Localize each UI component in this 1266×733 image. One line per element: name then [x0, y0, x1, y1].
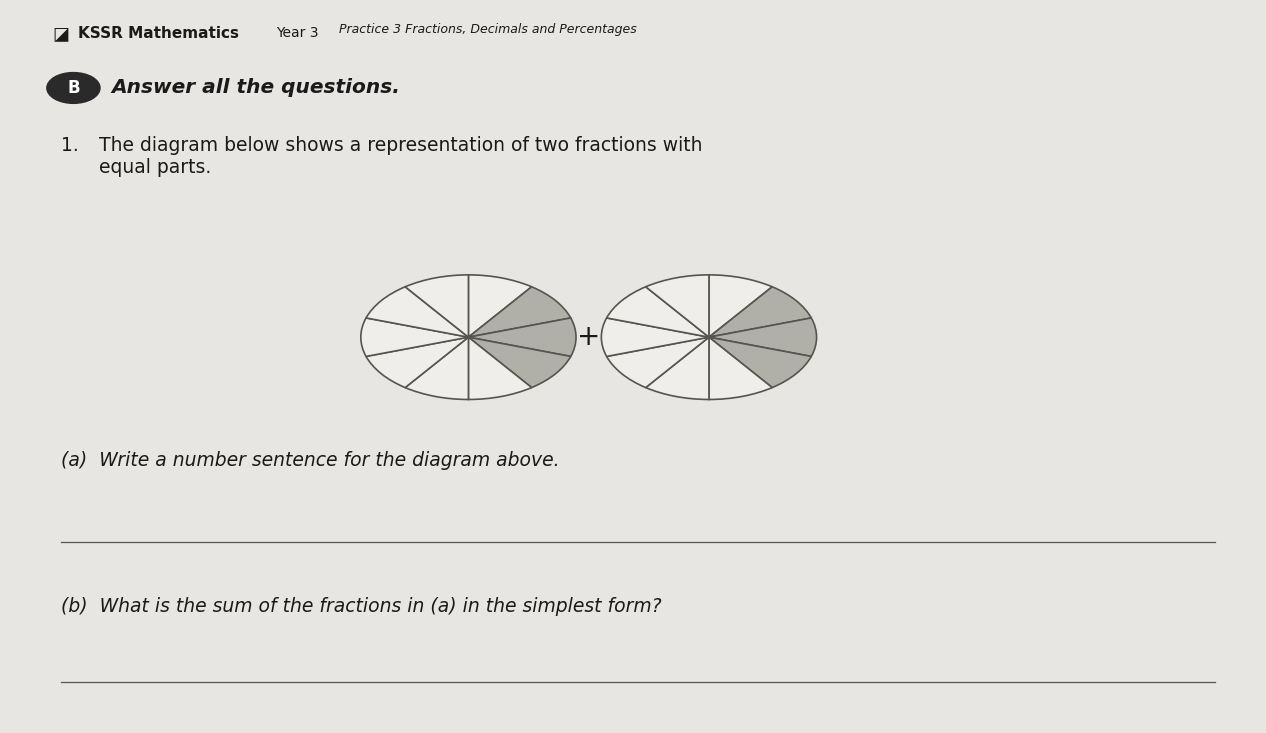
Wedge shape — [468, 287, 571, 337]
Circle shape — [47, 73, 100, 103]
Wedge shape — [709, 275, 772, 337]
Wedge shape — [468, 318, 576, 356]
Wedge shape — [468, 275, 532, 337]
Wedge shape — [709, 337, 812, 388]
Text: +: + — [577, 323, 600, 351]
Text: 1.: 1. — [61, 136, 78, 155]
Wedge shape — [601, 318, 709, 356]
Wedge shape — [361, 318, 468, 356]
Wedge shape — [468, 337, 571, 388]
Wedge shape — [405, 275, 468, 337]
Wedge shape — [646, 275, 709, 337]
Wedge shape — [366, 337, 468, 388]
Text: ◪: ◪ — [52, 26, 70, 44]
Text: B: B — [67, 79, 80, 97]
Text: Answer all the questions.: Answer all the questions. — [111, 78, 400, 97]
Wedge shape — [468, 337, 532, 399]
Text: (a)  Write a number sentence for the diagram above.: (a) Write a number sentence for the diag… — [61, 451, 560, 470]
Wedge shape — [709, 287, 812, 337]
Wedge shape — [646, 337, 709, 399]
Wedge shape — [709, 318, 817, 356]
Wedge shape — [709, 337, 772, 399]
Wedge shape — [366, 287, 468, 337]
Text: Year 3: Year 3 — [276, 26, 319, 40]
Text: The diagram below shows a representation of two fractions with
equal parts.: The diagram below shows a representation… — [99, 136, 703, 177]
Wedge shape — [606, 287, 709, 337]
Wedge shape — [405, 337, 468, 399]
Text: KSSR Mathematics: KSSR Mathematics — [78, 26, 239, 40]
Wedge shape — [606, 337, 709, 388]
Text: Practice 3 Fractions, Decimals and Percentages: Practice 3 Fractions, Decimals and Perce… — [339, 23, 637, 37]
Text: (b)  What is the sum of the fractions in (a) in the simplest form?: (b) What is the sum of the fractions in … — [61, 597, 661, 616]
